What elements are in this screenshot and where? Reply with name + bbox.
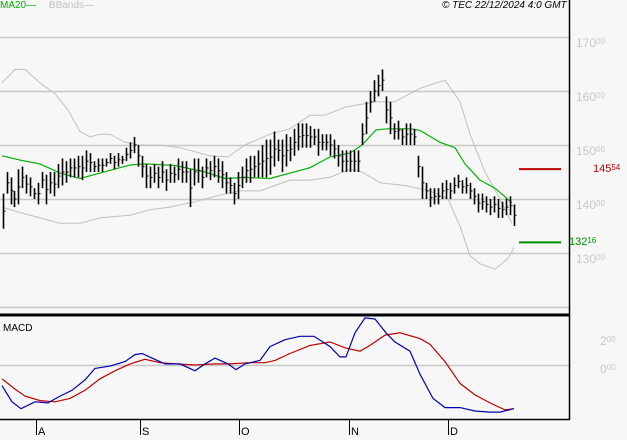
legend-ma20: MA20— xyxy=(0,0,37,11)
support-resistance-lines xyxy=(519,168,561,244)
price-axis-label: 13000 xyxy=(576,252,605,266)
price-bars xyxy=(2,69,517,229)
resistance-label: 14554 xyxy=(593,163,621,175)
price-axis-label: 14000 xyxy=(576,198,605,212)
price-axis-label: 15000 xyxy=(576,144,605,158)
chart-frame xyxy=(0,0,571,435)
price-axis-label: 17000 xyxy=(576,36,605,50)
macd-title: MACD xyxy=(3,323,33,334)
macd-line xyxy=(1,317,515,413)
macd-axis-label: 000 xyxy=(600,362,616,376)
month-label: O xyxy=(241,426,250,438)
ma20-line xyxy=(1,128,513,204)
legend-bbands: BBands— xyxy=(48,0,94,11)
month-label: S xyxy=(142,426,150,438)
month-label: D xyxy=(450,426,458,438)
macd-lines xyxy=(1,317,515,413)
bband-upper-line xyxy=(1,68,513,224)
copyright-timestamp: © TEC 22/12/2024 4:0 GMT xyxy=(442,0,567,11)
signal-line xyxy=(1,332,515,411)
macd-axis-label: 200 xyxy=(600,334,616,348)
price-gridlines xyxy=(0,36,569,367)
legend: MA20— BBands— xyxy=(0,0,94,12)
bollinger-bands xyxy=(1,68,515,270)
support-label: 13216 xyxy=(569,236,597,248)
price-axis-label: 16000 xyxy=(576,90,605,104)
bband-lower-line xyxy=(1,168,515,270)
month-label: N xyxy=(351,426,359,438)
ma20-line xyxy=(1,128,513,204)
month-label: A xyxy=(38,426,46,438)
